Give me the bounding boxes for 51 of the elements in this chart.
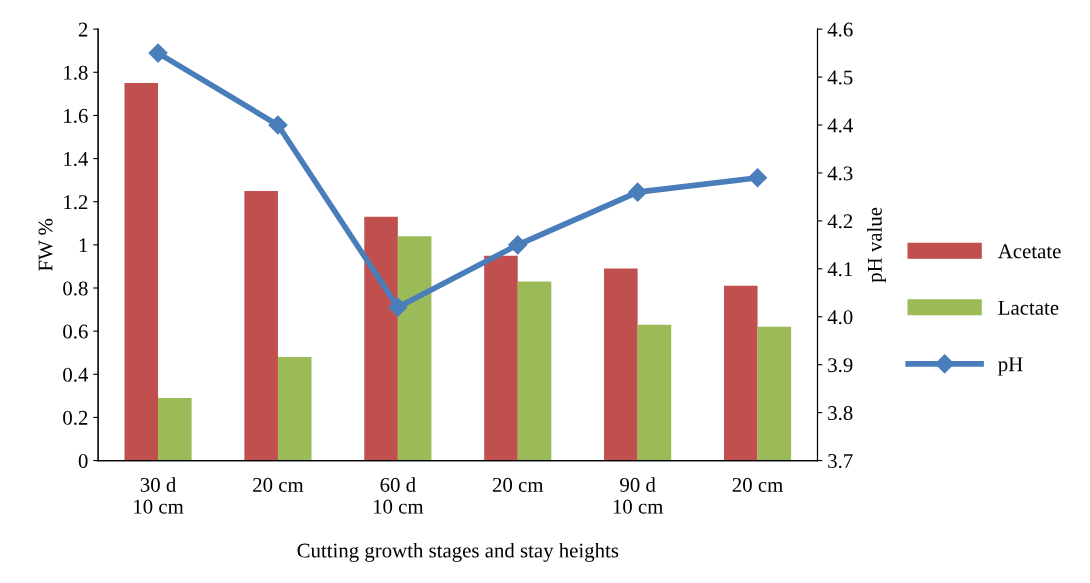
bar [244, 190, 278, 461]
y-tick-label: 1.2 [64, 195, 88, 210]
x-tick-label: 20 cm [253, 477, 304, 492]
y2-tick-label: 4.2 [827, 214, 853, 229]
point [628, 182, 648, 202]
y2-tick-label: 4.5 [827, 70, 853, 85]
y-tick-label: 2 [78, 22, 88, 37]
bar [723, 285, 758, 461]
y-tick-label: 1.8 [64, 65, 88, 80]
bar [277, 357, 312, 461]
y2-tick-label: 4.6 [827, 22, 853, 37]
y2-tick-label: 4.1 [827, 262, 853, 277]
x-tick-label: 20 cm [492, 477, 544, 492]
y-tick-label: 0.8 [63, 281, 88, 296]
bar [397, 236, 432, 461]
y-tick-label: 1 [79, 238, 88, 253]
y-tick-label: 1.4 [64, 152, 89, 167]
bar [517, 281, 552, 461]
bar [158, 398, 192, 461]
y2-tick-label: 3.8 [828, 406, 853, 421]
y-tick-label: 0 [78, 453, 88, 468]
y2-tick-label: 3.9 [828, 358, 853, 373]
x-tick-label: 20 cm [732, 477, 783, 492]
bar [637, 324, 672, 461]
y2-tick-label: 3.7 [828, 454, 853, 469]
x-tick-label: 60 d 10 cm [373, 477, 424, 514]
bar [604, 268, 638, 461]
y-axis-title: FW % [38, 218, 53, 271]
point [388, 297, 408, 317]
point [148, 43, 168, 63]
y-tick-label: 0.6 [63, 324, 88, 339]
y2-axis-title: pH value [867, 207, 887, 283]
bar [484, 255, 518, 461]
y2-tick-label: 4.3 [827, 166, 853, 181]
y-tick-label: 1.6 [64, 108, 88, 123]
y-tick-label: 0.4 [63, 367, 89, 382]
bar [364, 216, 398, 461]
legend-label: pH [998, 357, 1023, 376]
point [268, 115, 288, 135]
x-tick-label: 90 d 10 cm [613, 477, 664, 514]
x-axis-title: Cutting growth stages and stay heights [297, 542, 619, 562]
legend-label: Acetate [997, 244, 1061, 259]
y-tick-label: 0.2 [63, 410, 88, 425]
bar [757, 326, 792, 461]
x-tick-label: 30 d 10 cm [134, 477, 184, 514]
point [508, 235, 528, 255]
y2-tick-label: 4.4 [827, 118, 853, 133]
bar [124, 83, 159, 461]
point [748, 168, 768, 188]
legend-label: Lactate [998, 301, 1059, 315]
y2-tick-label: 4.0 [827, 310, 853, 325]
